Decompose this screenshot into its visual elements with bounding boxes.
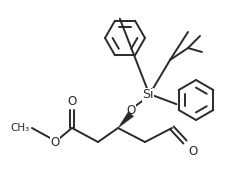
Text: O: O bbox=[126, 104, 136, 116]
Text: Si: Si bbox=[142, 88, 154, 102]
Text: O: O bbox=[67, 95, 77, 108]
Polygon shape bbox=[118, 112, 134, 128]
Text: O: O bbox=[50, 136, 60, 149]
Text: O: O bbox=[188, 145, 197, 158]
Text: CH₃: CH₃ bbox=[11, 123, 30, 133]
